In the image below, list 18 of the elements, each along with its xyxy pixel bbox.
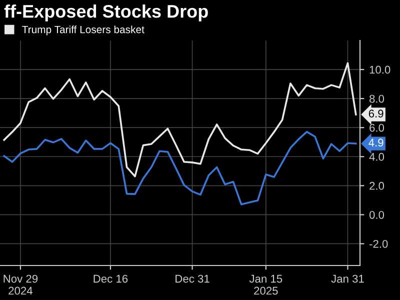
x-tick-label: Jan 15 2025 <box>249 274 282 295</box>
y-tick-label: 8.0 <box>370 94 384 103</box>
data-label: 6.9 <box>368 110 384 118</box>
data-label: 4.9 <box>368 138 384 147</box>
y-tick-label: 10.0 <box>370 66 390 74</box>
y-tick-label: -2.0 <box>370 240 388 248</box>
y-tick-label: 4.0 <box>369 152 384 161</box>
y-tick-label: 0.0 <box>369 210 384 219</box>
y-tick-label: 2.0 <box>370 182 384 190</box>
legend-label: Trump Tariff Losers basket <box>22 26 144 36</box>
x-tick-label: Jan 31 <box>331 274 364 283</box>
x-tick-label: Nov 29 2024 <box>4 274 38 295</box>
chart-title: ff-Exposed Stocks Drop <box>4 4 208 22</box>
x-tick-label: Dec 16 <box>94 274 128 283</box>
line-series <box>3 62 357 178</box>
y-tick-label: 6.0 <box>370 124 384 132</box>
x-tick-label: Dec 31 <box>176 274 210 283</box>
line-series <box>3 130 357 206</box>
